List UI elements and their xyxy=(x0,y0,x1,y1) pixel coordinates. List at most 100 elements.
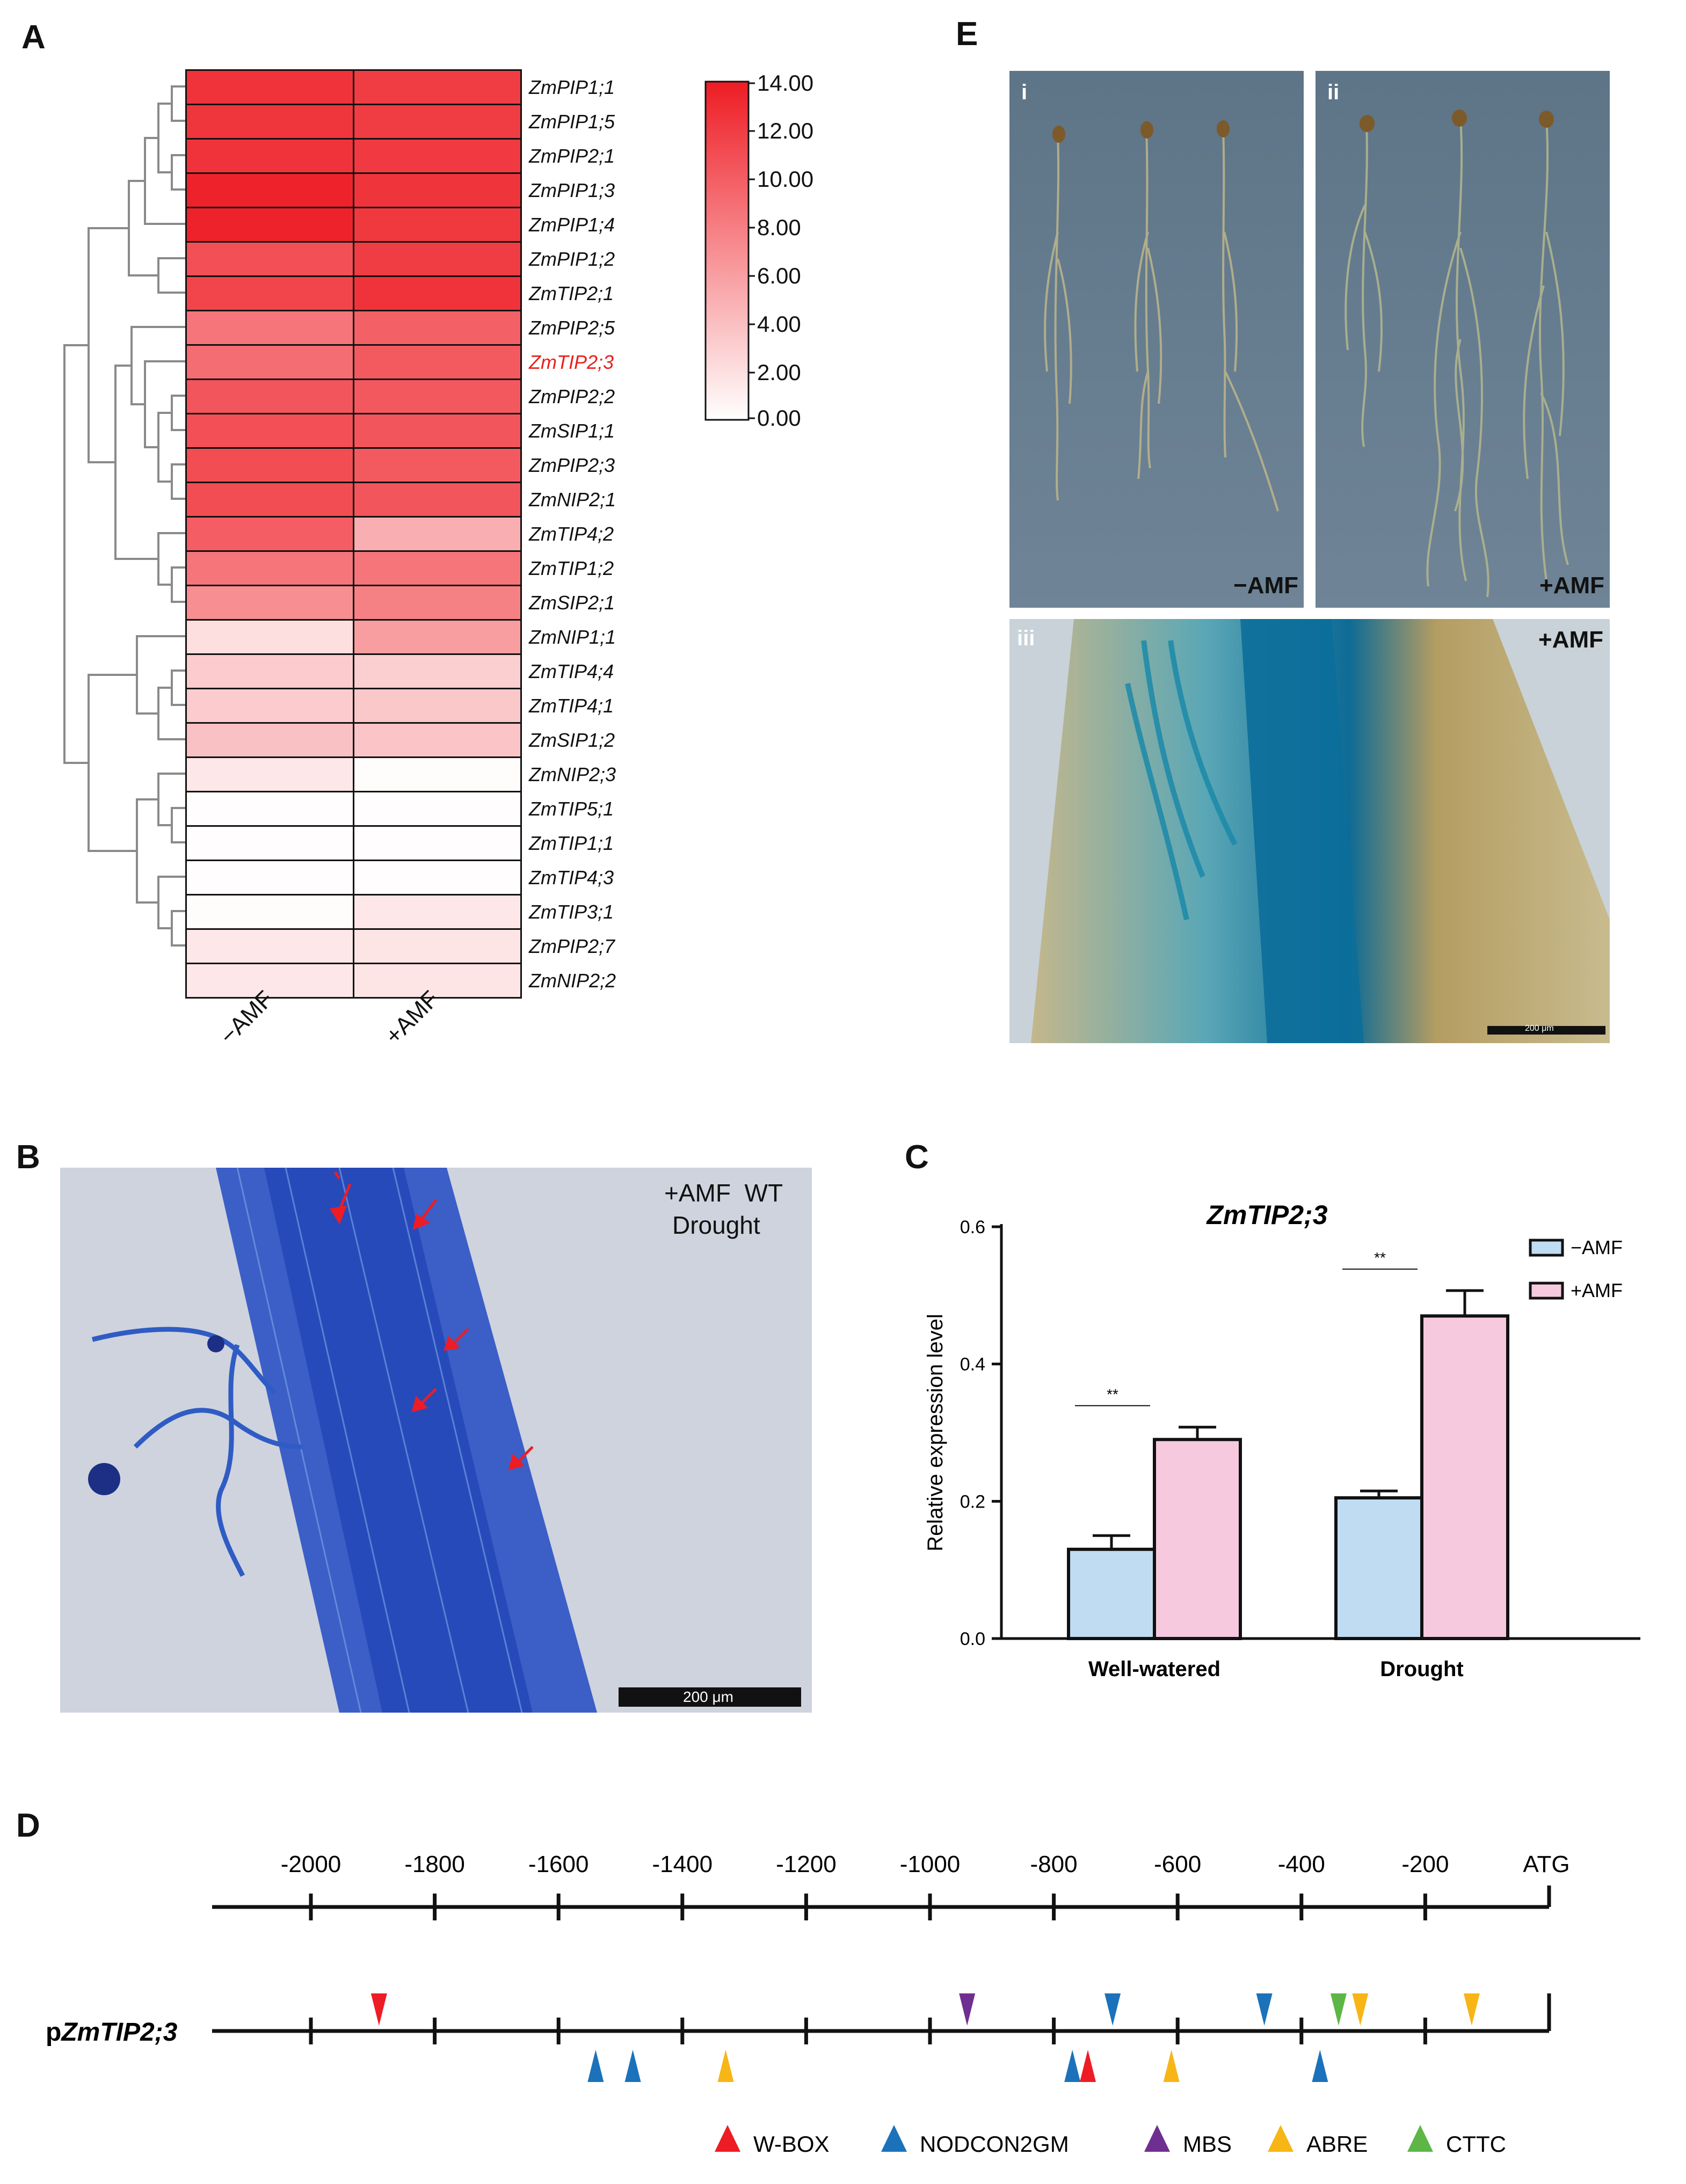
heatmap-row-label: ZmPIP2;7 xyxy=(529,935,615,957)
heatmap-cell xyxy=(185,310,354,346)
heatmap-row-label: ZmPIP1;4 xyxy=(529,214,615,236)
heatmap-cell xyxy=(185,791,354,827)
chart-title: ZmTIP2;3 xyxy=(1205,1200,1327,1230)
heatmap-cell xyxy=(353,688,522,724)
heatmap-cell xyxy=(185,447,354,483)
scale-tick-label: -1200 xyxy=(776,1851,837,1877)
heatmap-cell xyxy=(353,860,522,896)
cis-element-marker xyxy=(1352,1993,1369,2026)
x-category-label: Drought xyxy=(1380,1657,1464,1681)
heatmap-cell xyxy=(353,516,522,552)
heatmap-row-label: ZmTIP4;3 xyxy=(529,867,614,889)
heatmap-row-label: ZmTIP3;1 xyxy=(529,901,614,923)
legend-marker xyxy=(1268,2125,1293,2152)
panel-label-a: A xyxy=(21,19,46,56)
roots-illustration-i xyxy=(1044,120,1279,512)
heatmap-cell xyxy=(353,104,522,140)
scale-bar-label: 200 μm xyxy=(683,1688,733,1705)
heatmap-cell xyxy=(353,172,522,208)
heatmap-row-label: ZmPIP1;3 xyxy=(529,179,615,201)
roots-illustration-ii xyxy=(1345,110,1569,598)
y-tick-label: 0.4 xyxy=(960,1355,985,1375)
promoter-label: pZmTIP2;3 xyxy=(46,2018,178,2047)
heatmap-row-label: ZmTIP4;2 xyxy=(529,523,614,545)
heatmap-row-label: ZmNIP1;1 xyxy=(529,626,616,648)
legend-label: NODCON2GM xyxy=(920,2131,1069,2157)
heatmap-cell xyxy=(185,172,354,208)
heatmap-cell xyxy=(185,207,354,243)
cis-element-marker xyxy=(1064,2050,1081,2082)
y-axis-title: Relative expression level xyxy=(924,1314,947,1551)
photo-sublabel-ii: ii xyxy=(1327,81,1340,104)
heatmap-cell xyxy=(185,482,354,518)
scale-tick-label: -400 xyxy=(1278,1851,1325,1877)
heatmap-cell xyxy=(185,241,354,277)
heatmap-cell xyxy=(353,894,522,930)
legend-label: MBS xyxy=(1183,2131,1232,2157)
cis-element-marker xyxy=(717,2050,734,2082)
heatmap-cell xyxy=(185,138,354,174)
bar xyxy=(1334,1496,1423,1640)
scale-bar-label: 200 μm xyxy=(1525,1024,1554,1033)
cis-element-marker xyxy=(1312,2050,1328,2082)
heatmap-row-label: ZmTIP5;1 xyxy=(529,798,614,820)
bar-chart: 0.0 0.2 0.4 0.6 Relative expression level ZmT… xyxy=(924,1200,1640,1681)
x-category-label: Well-watered xyxy=(1088,1657,1220,1681)
heatmap-cell xyxy=(185,516,354,552)
heatmap-row-label: ZmNIP2;3 xyxy=(529,763,616,785)
scale-tick-label: -2000 xyxy=(281,1851,341,1877)
photo-sublabel-iii: iii xyxy=(1017,627,1035,650)
heatmap-row-label: ZmSIP1;2 xyxy=(529,729,615,751)
colorbar xyxy=(704,81,755,421)
heatmap-row-label: ZmTIP4;1 xyxy=(529,695,614,717)
heatmap-panel: ZmPIP1;1 ZmPIP1;5 ZmPIP2;1 ZmPIP1;3 ZmPIP1;4… xyxy=(0,0,859,1101)
heatmap-cell xyxy=(353,722,522,758)
heatmap-cell xyxy=(353,585,522,621)
heatmap-cell xyxy=(185,69,354,105)
heatmap-row-label: ZmPIP2;3 xyxy=(529,454,615,476)
cis-element-marker xyxy=(624,2050,641,2082)
bar xyxy=(1153,1438,1242,1640)
scale-tick-label: -1400 xyxy=(652,1851,713,1877)
cis-element-marker xyxy=(587,2050,604,2082)
panel-label-e: E xyxy=(956,16,978,53)
heatmap-row-label: ZmNIP2;2 xyxy=(529,970,616,992)
heatmap-cell xyxy=(353,275,522,311)
colorbar-tick: 2.00 xyxy=(757,360,801,385)
micrograph-illustration-iii xyxy=(1031,619,1610,1043)
heatmap-row-label: ZmPIP1;5 xyxy=(529,111,615,133)
legend-label: +AMF xyxy=(1571,1279,1623,1301)
colorbar-tick: 0.00 xyxy=(757,405,801,431)
root-photo-minus-amf: i −AMF xyxy=(1009,71,1304,608)
panel-label-b: B xyxy=(16,1139,40,1176)
y-tick-label: 0.0 xyxy=(960,1629,985,1649)
heatmap-row-label: ZmPIP2;5 xyxy=(529,317,615,339)
colorbar-tick: 10.00 xyxy=(757,166,814,192)
panel-label-c: C xyxy=(905,1139,929,1176)
panel-label-d: D xyxy=(16,1807,40,1844)
heatmap-cell xyxy=(353,619,522,655)
cis-element-marker xyxy=(1463,1993,1480,2026)
heatmap-cell xyxy=(185,722,354,758)
colorbar-tick: 4.00 xyxy=(757,311,801,337)
heatmap-cell xyxy=(353,653,522,689)
heatmap-cell xyxy=(185,928,354,964)
photo-sublabel-i: i xyxy=(1021,81,1028,104)
scale-tick-label: -600 xyxy=(1154,1851,1201,1877)
significance-label: ** xyxy=(1107,1386,1118,1402)
heatmap-row-label: ZmPIP2;1 xyxy=(529,145,615,167)
heatmap-row-label: ZmSIP1;1 xyxy=(529,420,615,442)
micrograph-illustration-b xyxy=(88,1168,801,1713)
atg-label: ATG xyxy=(1523,1851,1569,1877)
legend-marker xyxy=(881,2125,907,2152)
dendrogram xyxy=(63,85,185,947)
heatmap-cell xyxy=(185,825,354,861)
heatmap-cell xyxy=(185,585,354,621)
heatmap-cell xyxy=(185,860,354,896)
heatmap-cell xyxy=(353,963,522,999)
colorbar-tick: 12.00 xyxy=(757,118,814,143)
heatmap-row-label: ZmNIP2;1 xyxy=(529,489,616,511)
heatmap-cell xyxy=(353,138,522,174)
scale-tick-label: -800 xyxy=(1030,1851,1078,1877)
colorbar-tick: 6.00 xyxy=(757,263,801,288)
